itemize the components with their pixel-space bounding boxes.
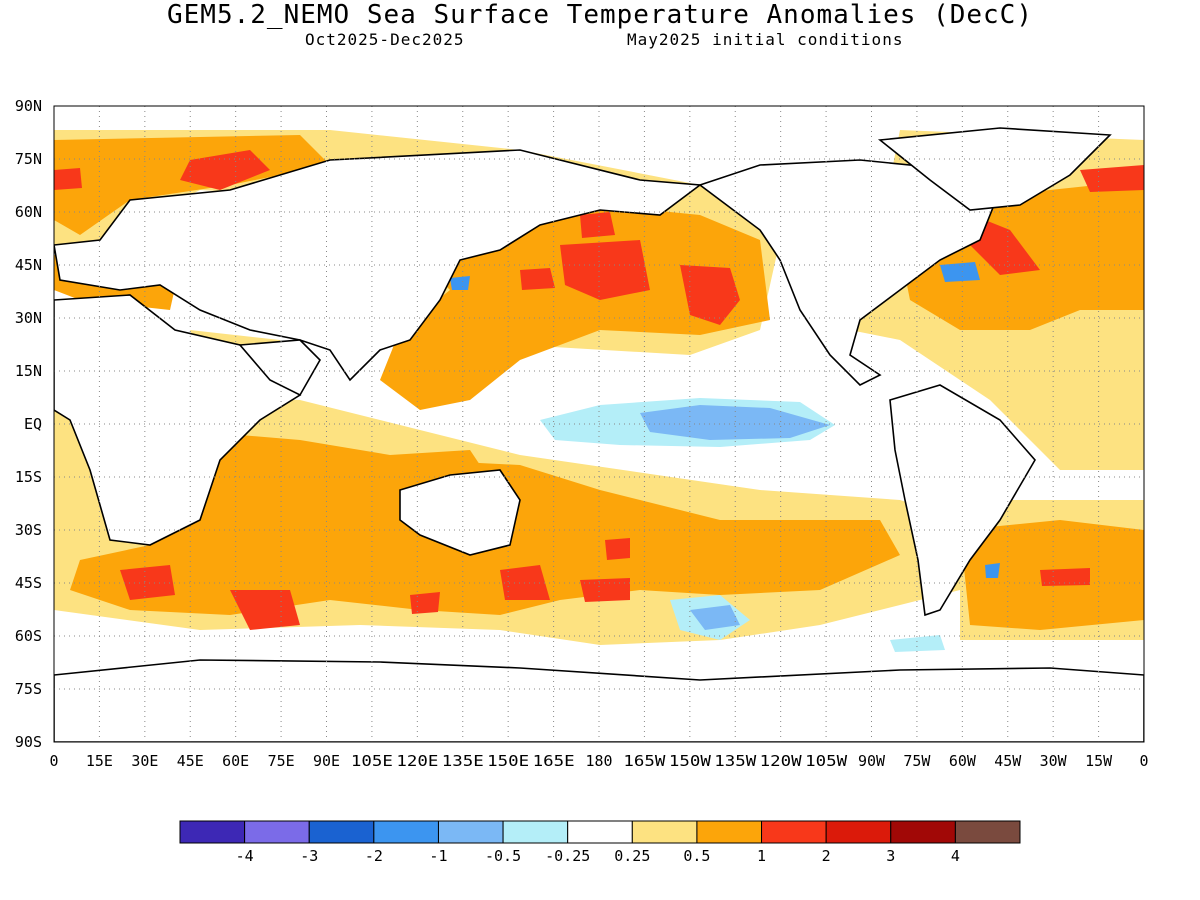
longitude-label: 60E	[222, 752, 249, 770]
longitude-label: 75E	[268, 752, 295, 770]
longitude-label: 90W	[858, 752, 886, 770]
legend-label: 2	[822, 847, 831, 865]
latitude-label: 15N	[15, 362, 42, 380]
latitude-label: 90S	[15, 733, 42, 751]
longitude-label: 15E	[86, 752, 113, 770]
latitude-label: 45S	[15, 574, 42, 592]
legend-label: 4	[951, 847, 960, 865]
legend-label: -3	[300, 847, 318, 865]
longitude-label: 150E	[487, 752, 529, 770]
longitude-label: 135E	[442, 752, 484, 770]
legend-swatch	[696, 820, 763, 844]
india-land	[238, 339, 321, 397]
longitude-label: 15W	[1085, 752, 1113, 770]
legend-label: 0.5	[683, 847, 710, 865]
graticule	[54, 106, 1144, 742]
land-masses	[54, 127, 1144, 742]
legend-swatch	[631, 820, 698, 844]
legend-label: 3	[886, 847, 895, 865]
latitude-label: EQ	[24, 415, 42, 433]
color-legend: -4 -3 -2 -1 -0.5 -0.25 0.25 0.5 1 2 3 4	[179, 820, 1021, 865]
legend-swatch	[437, 820, 504, 844]
latitude-label: 90N	[15, 97, 42, 115]
latitude-label: 45N	[15, 256, 42, 274]
eurasia-land	[54, 149, 703, 382]
africa-land	[54, 294, 302, 546]
greenland-land	[877, 127, 1112, 211]
legend-swatch	[244, 820, 310, 844]
legend-swatch	[179, 820, 246, 844]
longitude-label: 0	[50, 752, 59, 770]
south-america-land	[889, 384, 1036, 617]
longitude-label: 105W	[805, 752, 848, 770]
longitude-label: 60W	[949, 752, 977, 770]
strong-cool-anomaly	[450, 262, 1000, 578]
legend-swatch	[373, 820, 439, 844]
legend-label: 1	[757, 847, 766, 865]
legend-label: -1	[429, 847, 447, 865]
anomaly-field	[54, 127, 1144, 742]
legend-swatch	[954, 820, 1021, 844]
longitude-label: 75W	[903, 752, 931, 770]
legend-label: -2	[365, 847, 383, 865]
latitude-label: 75S	[15, 680, 42, 698]
legend-swatch	[308, 820, 375, 844]
longitude-label: 45E	[177, 752, 204, 770]
map-title: GEM5.2_NEMO Sea Surface Temperature Anom…	[167, 0, 1033, 30]
legend-swatch	[567, 820, 633, 844]
longitude-label: 30W	[1040, 752, 1068, 770]
latitude-label: 60N	[15, 203, 42, 221]
legend-label: 0.25	[614, 847, 650, 865]
legend-swatch	[761, 820, 827, 844]
legend-label: -0.5	[485, 847, 521, 865]
latitude-label: 60S	[15, 627, 42, 645]
longitude-axis: 0 15E 30E 45E 60E 75E 90E 105E 120E 135E 150E 165E 1…	[50, 752, 1149, 770]
longitude-label: 150W	[669, 752, 712, 770]
legend-swatch	[825, 820, 892, 844]
initial-conditions: May2025 initial conditions	[627, 30, 904, 49]
longitude-label: 135W	[714, 752, 757, 770]
longitude-label: 45W	[994, 752, 1022, 770]
legend-swatch	[502, 820, 569, 844]
cool-anomaly	[640, 405, 830, 630]
longitude-label: 165E	[533, 752, 575, 770]
legend-swatch	[890, 820, 956, 844]
map-border	[53, 105, 1145, 743]
longitude-label: 0	[1140, 752, 1149, 770]
australia-land	[399, 469, 521, 556]
strong-warm-anomaly	[54, 150, 1144, 630]
latitude-label: 15S	[15, 468, 42, 486]
longitude-label: 165W	[623, 752, 666, 770]
latitude-axis: 90N 75N 60N 45N 30N 15N EQ 15S 30S 45S 60S 75S 90S	[15, 97, 42, 751]
longitude-label: 105E	[351, 752, 393, 770]
legend-label: -4	[236, 847, 254, 865]
forecast-period: Oct2025-Dec2025	[305, 30, 465, 49]
longitude-label: 180	[586, 752, 613, 770]
longitude-label: 30E	[131, 752, 158, 770]
longitude-label: 120W	[760, 752, 803, 770]
latitude-label: 30S	[15, 521, 42, 539]
legend-label: -0.25	[545, 847, 590, 865]
latitude-label: 75N	[15, 150, 42, 168]
longitude-label: 90E	[313, 752, 340, 770]
longitude-label: 120E	[396, 752, 438, 770]
latitude-label: 30N	[15, 309, 42, 327]
